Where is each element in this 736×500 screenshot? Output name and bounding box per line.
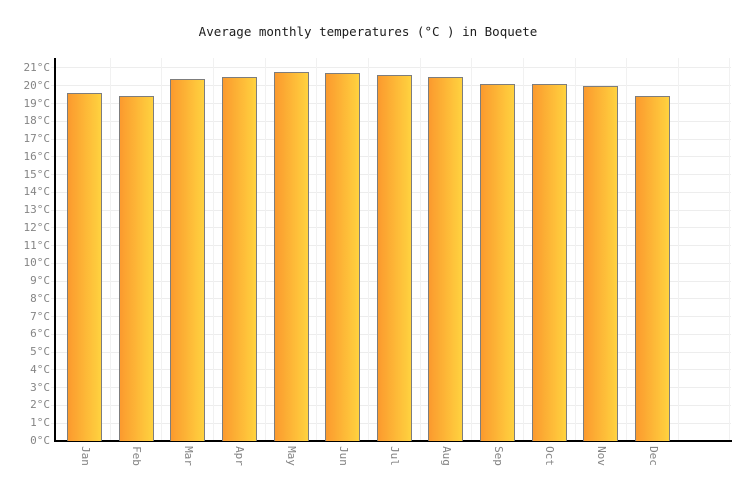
bar-jan (67, 92, 102, 441)
v-gridline (522, 58, 524, 440)
chart-title: Average monthly temperatures (°C ) in Bo… (198, 24, 538, 39)
x-tick-label-aug: Aug (439, 446, 453, 466)
y-tick-label: 21°C (23, 60, 51, 74)
x-tick-label-may: May (285, 446, 299, 466)
x-tick-label-jun: Jun (336, 446, 350, 466)
y-tick-label: 6°C (30, 327, 50, 341)
y-tick-label: 8°C (30, 291, 50, 305)
bar-dec (635, 96, 671, 441)
bar-feb (118, 96, 154, 441)
v-gridline (368, 58, 369, 440)
v-gridline (677, 58, 679, 440)
v-gridline (213, 58, 215, 440)
y-tick-label: 12°C (23, 220, 51, 234)
x-tick-label-dec: Dec (646, 446, 660, 466)
bar-jun (325, 73, 361, 441)
y-tick-label: 15°C (23, 167, 51, 181)
v-gridline (626, 58, 628, 440)
v-gridline (419, 58, 421, 440)
y-tick-label: 3°C (30, 380, 50, 394)
x-tick-label-feb: Feb (130, 446, 144, 466)
v-gridline (471, 58, 473, 440)
bar-oct (531, 83, 567, 441)
y-tick-label: 10°C (23, 256, 51, 270)
v-gridline (161, 58, 163, 440)
bar-nov (583, 85, 619, 441)
x-tick-label-sep: Sep (491, 446, 505, 466)
bar-mar (170, 78, 206, 441)
y-tick-label: 20°C (23, 78, 51, 92)
v-gridline (729, 58, 731, 440)
bar-jul (376, 75, 412, 441)
y-axis-line (54, 58, 56, 442)
y-tick-label: 4°C (30, 362, 50, 376)
v-gridline (109, 58, 111, 440)
v-gridline (574, 58, 576, 440)
y-tick-label: 2°C (30, 398, 50, 412)
v-gridline (316, 58, 318, 440)
y-tick-label: 17°C (23, 132, 51, 146)
bar-apr (221, 76, 257, 441)
x-tick-label-nov: Nov (594, 446, 608, 466)
y-tick-label: 5°C (30, 345, 50, 359)
y-tick-label: 14°C (23, 185, 51, 199)
x-tick-label-jan: Jan (78, 446, 92, 466)
y-tick-label: 18°C (23, 114, 51, 128)
h-gridline (51, 67, 731, 69)
y-tick-label: 13°C (23, 203, 51, 217)
bar-may (273, 71, 309, 441)
y-tick-label: 9°C (30, 274, 50, 288)
y-tick-label: 19°C (23, 96, 51, 110)
y-tick-label: 11°C (23, 238, 51, 252)
y-tick-label: 1°C (30, 416, 50, 430)
bar-aug (428, 76, 464, 441)
y-tick-label: 0°C (30, 434, 50, 447)
x-tick-label-mar: Mar (181, 446, 195, 466)
x-axis-line (54, 440, 732, 442)
x-tick-label-jul: Jul (388, 446, 402, 466)
x-tick-label-oct: Oct (543, 446, 557, 466)
v-gridline (264, 58, 266, 440)
x-tick-label-apr: Apr (233, 446, 247, 466)
y-tick-label: 16°C (23, 149, 51, 163)
y-tick-label: 7°C (30, 309, 50, 323)
bar-sep (480, 83, 516, 441)
